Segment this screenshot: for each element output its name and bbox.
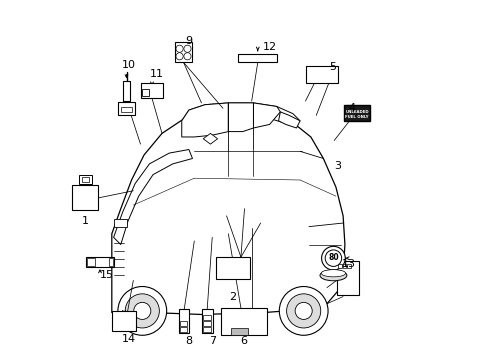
Text: 8: 8	[184, 336, 192, 346]
Ellipse shape	[321, 270, 345, 277]
Bar	[175, 42, 192, 62]
Bar	[221, 308, 266, 335]
Bar	[82, 177, 88, 182]
Polygon shape	[203, 134, 217, 144]
Polygon shape	[278, 112, 300, 128]
Text: 6: 6	[240, 336, 246, 346]
Polygon shape	[113, 149, 192, 244]
Polygon shape	[253, 103, 280, 128]
Bar	[202, 309, 212, 333]
Bar	[72, 185, 98, 211]
Bar	[85, 257, 114, 267]
Bar	[215, 257, 249, 279]
Circle shape	[321, 246, 345, 270]
Text: UNLEADED
FUEL ONLY: UNLEADED FUEL ONLY	[345, 110, 368, 119]
Bar	[118, 102, 135, 116]
Circle shape	[295, 302, 311, 319]
Circle shape	[183, 45, 191, 52]
Text: 5: 5	[328, 62, 335, 72]
Text: 2: 2	[229, 292, 236, 302]
Circle shape	[183, 53, 191, 60]
Text: 4: 4	[348, 103, 355, 113]
Text: 80: 80	[327, 253, 338, 262]
Bar	[338, 264, 341, 267]
Bar	[336, 261, 358, 295]
Bar	[179, 309, 188, 333]
Bar	[238, 54, 276, 62]
Bar	[79, 175, 92, 184]
Bar	[109, 258, 112, 266]
Circle shape	[125, 294, 159, 328]
Circle shape	[325, 250, 341, 266]
Bar	[180, 321, 187, 326]
Bar	[342, 264, 346, 267]
Text: 11: 11	[149, 69, 163, 79]
Bar	[346, 264, 350, 267]
Bar	[86, 258, 95, 266]
Bar	[203, 315, 210, 320]
Text: 9: 9	[185, 36, 192, 46]
Circle shape	[286, 294, 320, 328]
Text: 10: 10	[122, 60, 136, 70]
Circle shape	[176, 53, 183, 60]
Bar	[203, 327, 210, 332]
Circle shape	[279, 287, 327, 335]
Circle shape	[176, 45, 183, 52]
Bar	[142, 89, 149, 96]
Polygon shape	[182, 103, 300, 125]
Polygon shape	[228, 103, 253, 132]
Text: 15: 15	[99, 270, 113, 280]
Text: 1: 1	[81, 216, 88, 226]
Bar	[123, 81, 129, 101]
Bar	[113, 219, 127, 226]
Bar	[203, 321, 210, 326]
Ellipse shape	[319, 270, 346, 281]
Bar	[140, 83, 163, 98]
Circle shape	[134, 302, 150, 319]
Polygon shape	[112, 112, 344, 315]
Text: 13: 13	[341, 259, 355, 269]
Bar	[121, 107, 131, 112]
Bar	[230, 328, 248, 335]
Text: 14: 14	[122, 333, 136, 343]
Bar	[305, 66, 338, 83]
Bar	[344, 105, 369, 121]
Text: 7: 7	[208, 336, 215, 346]
Text: 12: 12	[262, 42, 276, 52]
Bar	[180, 327, 187, 332]
Polygon shape	[182, 103, 228, 137]
Circle shape	[118, 287, 166, 335]
Text: 3: 3	[334, 161, 341, 171]
Bar	[112, 311, 136, 330]
